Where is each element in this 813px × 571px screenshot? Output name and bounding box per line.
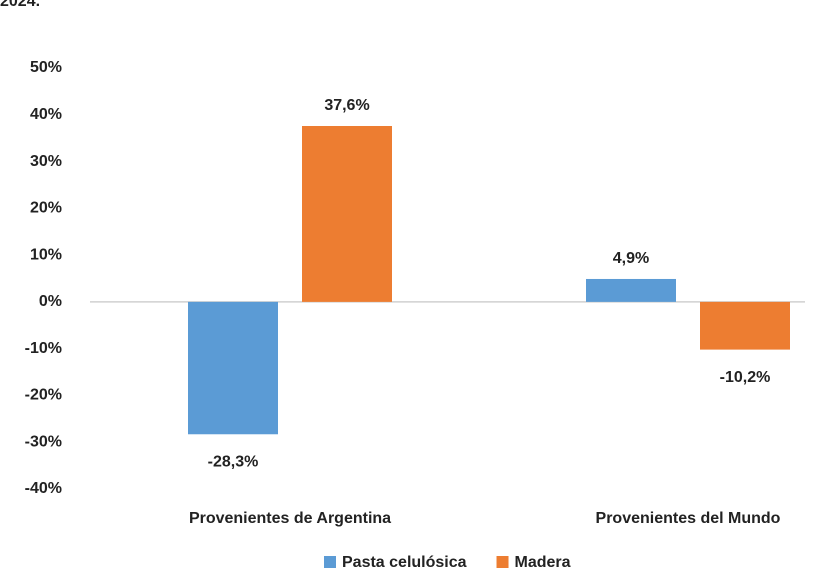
legend-swatch [496,556,509,568]
chart-title: 2024. [0,0,40,10]
y-tick-label: -40% [25,480,62,497]
y-tick-label: 0% [39,293,62,310]
data-label: 37,6% [324,97,369,114]
y-tick-label: -10% [25,340,62,357]
data-label: 4,9% [613,250,649,267]
legend-label: Madera [515,554,571,571]
y-tick-label: 50% [30,59,62,76]
bar [586,278,676,302]
bar [302,126,392,302]
y-tick-label: 20% [30,200,62,217]
y-tick-label: -20% [25,387,62,404]
y-tick-label: 10% [30,246,62,263]
legend-label: Pasta celulósica [342,554,467,571]
data-label: -28,3% [208,453,259,470]
legend-swatch [324,556,336,568]
y-tick-label: 40% [30,106,62,123]
y-tick-label: 30% [30,153,62,170]
y-tick-label: -30% [25,433,62,450]
bar [700,301,790,350]
x-tick-label: Provenientes del Mundo [596,510,781,527]
data-label: -10,2% [720,369,771,386]
bar [188,301,278,435]
x-tick-label: Provenientes de Argentina [189,510,391,527]
